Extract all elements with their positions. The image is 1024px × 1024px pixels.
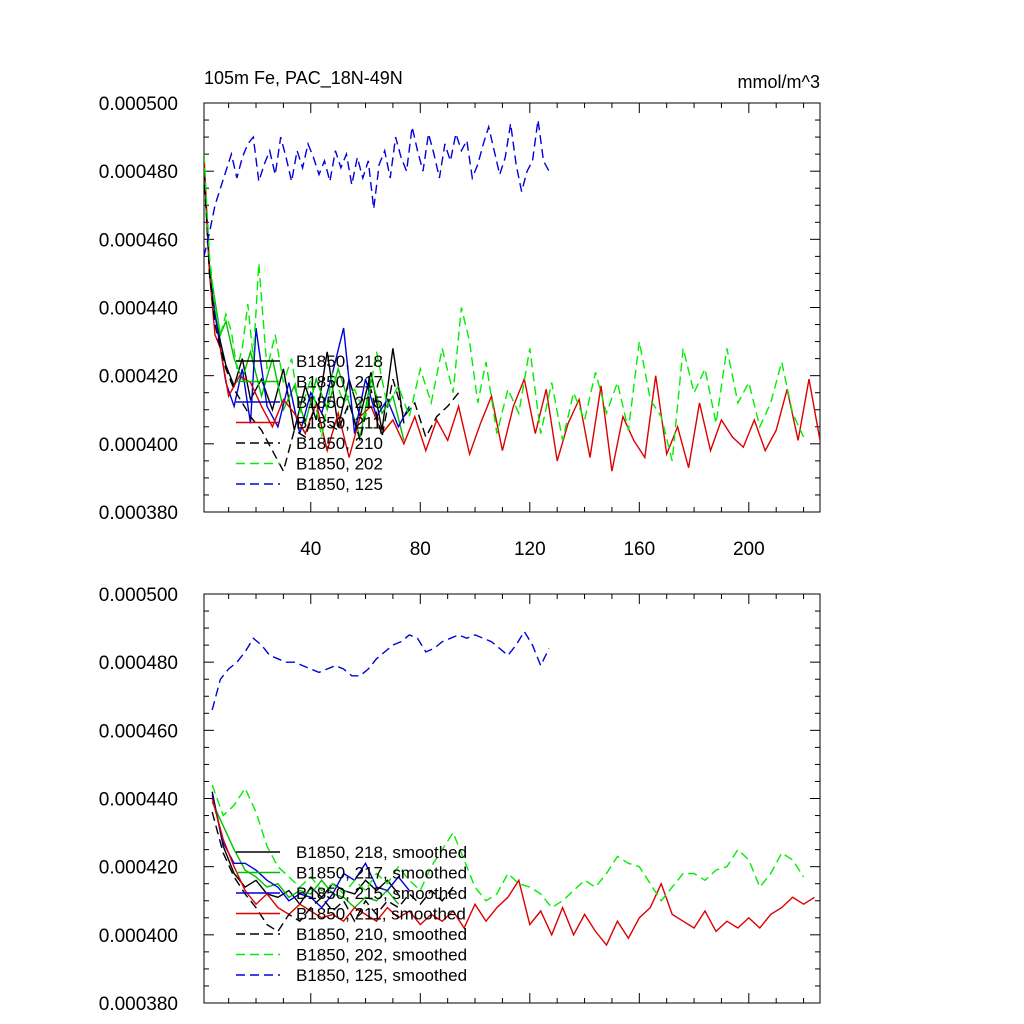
- legend-label: B1850, 211: [296, 414, 382, 433]
- legend-label: B1850, 210, smoothed: [296, 925, 467, 944]
- series-group: [211, 630, 815, 947]
- series-line-7: [211, 630, 550, 711]
- series-line-4: [211, 798, 815, 947]
- legend-label: B1850, 218: [296, 352, 383, 371]
- series-line-2: [204, 164, 405, 441]
- units-label: mmol/m^3: [738, 72, 820, 92]
- y-tick-label: 0.000480: [99, 162, 178, 183]
- series-line-2: [211, 801, 399, 909]
- chart-panel-1: 0.000380 0.000400 0.000420 0.000440 0.000460…: [99, 68, 821, 560]
- y-tick-label: 0.000400: [99, 926, 178, 947]
- legend-label: B1850, 217, smoothed: [296, 864, 467, 883]
- chart-panel-2: 0.000380 0.000400 0.000420 0.000440 0.000460…: [99, 585, 821, 1015]
- x-tick-label: 160: [623, 539, 655, 560]
- series-line-7: [204, 119, 550, 257]
- y-tick-label: 0.000440: [99, 790, 178, 811]
- y-tick-label: 0.000400: [99, 435, 178, 456]
- series-line-3: [211, 794, 410, 909]
- y-tick-label: 0.000500: [99, 585, 178, 606]
- legend-label: B1850, 215: [296, 393, 383, 412]
- y-tick-label: 0.000420: [99, 367, 178, 388]
- y-tick-label: 0.000380: [99, 503, 178, 524]
- legend-label: B1850, 218, smoothed: [296, 843, 467, 862]
- legend-label: B1850, 211, smoothed: [296, 905, 466, 924]
- legend-label: B1850, 217: [296, 373, 383, 392]
- y-tick-label: 0.000460: [99, 230, 178, 251]
- series-line-6: [211, 784, 805, 909]
- legend-label: B1850, 202: [296, 455, 383, 474]
- chart-title: 105m Fe, PAC_18N-49N: [204, 68, 403, 89]
- x-tick-label: 200: [733, 539, 765, 560]
- series-line-1: [204, 164, 405, 431]
- legend-label: B1850, 125, smoothed: [296, 966, 467, 985]
- series-line-6: [204, 154, 805, 462]
- y-tick-label: 0.000460: [99, 721, 178, 742]
- legend-label: B1850, 202, smoothed: [296, 946, 467, 965]
- x-tick-label: 80: [410, 539, 431, 560]
- legend-label: B1850, 215, smoothed: [296, 884, 467, 903]
- x-tick-label: 120: [514, 539, 546, 560]
- legend-label: B1850, 125: [296, 475, 383, 494]
- y-tick-label: 0.000480: [99, 653, 178, 674]
- y-tick-label: 0.000440: [99, 299, 178, 320]
- y-tick-label: 0.000420: [99, 858, 178, 879]
- series-group: [204, 119, 820, 473]
- legend-label: B1850, 210: [296, 434, 383, 453]
- y-tick-label: 0.000500: [99, 94, 178, 115]
- series-line-5: [211, 811, 454, 933]
- y-tick-label: 0.000380: [99, 994, 178, 1015]
- series-line-5: [204, 171, 460, 473]
- x-tick-label: 40: [300, 539, 321, 560]
- series-line-4: [204, 154, 820, 472]
